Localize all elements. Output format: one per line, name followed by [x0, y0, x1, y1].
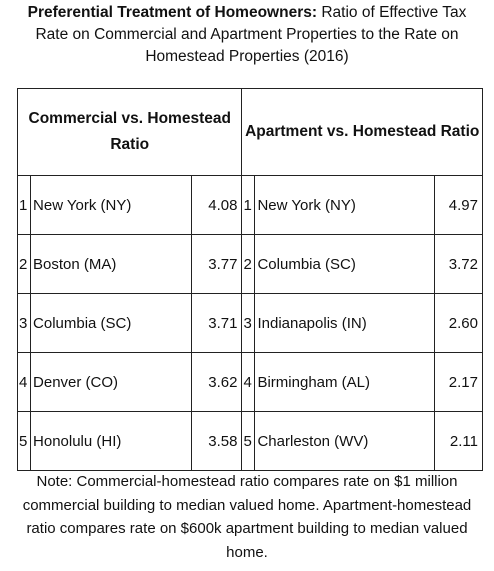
column-header: Apartment vs. Homestead Ratio: [241, 88, 483, 176]
rank: 1: [241, 175, 256, 235]
city: Boston (MA): [30, 234, 193, 294]
city: New York (NY): [254, 175, 435, 235]
rank: 4: [16, 352, 32, 412]
title: Preferential Treatment of Homeowners: Ra…: [14, 2, 480, 68]
city: Columbia (SC): [30, 293, 193, 353]
rank: 1: [16, 175, 32, 235]
ratio: 4.97: [433, 175, 484, 235]
table-head: Commercial vs. Homestead Ratio Apartment…: [16, 88, 483, 176]
table-row: 3 Columbia (SC) 3.71 3 Indianapolis (IN) 2.60: [16, 293, 484, 353]
table-row: 1 New York (NY) 4.08 1 New York (NY) 4.97: [16, 175, 484, 235]
ratio: 4.08: [191, 175, 243, 235]
table-row: 4 Denver (CO) 3.62 4 Birmingham (AL) 2.17: [16, 352, 484, 412]
table-row: 2 Boston (MA) 3.77 2 Columbia (SC) 3.72: [16, 234, 484, 294]
title-bold: Preferential Treatment of Homeowners:: [27, 4, 318, 21]
table-body: 1 New York (NY) 4.08 1 New York (NY) 4.97 2 Bos…: [16, 175, 484, 471]
ratio: 3.62: [191, 352, 243, 412]
city: Columbia (SC): [254, 234, 435, 294]
column-header: Commercial vs. Homestead Ratio: [16, 88, 243, 176]
city: Birmingham (AL): [254, 352, 435, 412]
city: New York (NY): [30, 175, 193, 235]
rank: 2: [16, 234, 32, 294]
city: Charleston (WV): [254, 411, 435, 471]
ratio: 3.58: [191, 411, 243, 471]
ratio: 3.77: [191, 234, 243, 294]
rank: 5: [241, 411, 256, 471]
city: Denver (CO): [30, 352, 193, 412]
note: Note: Commercial-homestead ratio compare…: [22, 473, 472, 561]
ratio-table: Commercial vs. Homestead Ratio Apartment…: [16, 88, 484, 471]
ratio: 3.72: [433, 234, 484, 294]
city: Indianapolis (IN): [254, 293, 435, 353]
title-text: Ratio of Effective Tax Rate on Commercia…: [35, 4, 467, 65]
ratio: 2.17: [433, 352, 484, 412]
table-row: 5 Honolulu (HI) 3.58 5 Charleston (WV) 2.11: [16, 411, 484, 471]
rank: 5: [16, 411, 32, 471]
ratio: 2.60: [433, 293, 484, 353]
city: Honolulu (HI): [30, 411, 193, 471]
rank: 2: [241, 234, 256, 294]
rank: 3: [241, 293, 256, 353]
rank: 3: [16, 293, 32, 353]
header-row: Commercial vs. Homestead Ratio Apartment…: [16, 88, 483, 176]
ratio: 3.71: [191, 293, 243, 353]
rank: 4: [241, 352, 256, 412]
ratio: 2.11: [433, 411, 484, 471]
